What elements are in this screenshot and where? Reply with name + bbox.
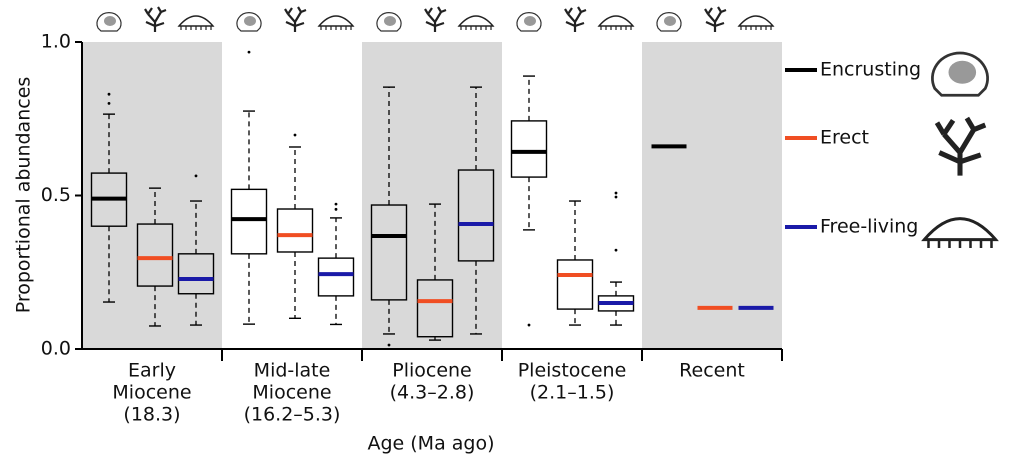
group-shade bbox=[362, 42, 502, 349]
box bbox=[556, 259, 594, 310]
icon-shape bbox=[424, 6, 447, 32]
box bbox=[317, 257, 355, 297]
x-tick-label: Recent bbox=[679, 360, 745, 382]
icon-shape bbox=[704, 6, 727, 32]
icon bbox=[317, 15, 355, 30]
outlier bbox=[293, 133, 297, 137]
icon-shape bbox=[564, 6, 587, 32]
icon bbox=[457, 15, 495, 30]
outlier bbox=[107, 92, 111, 96]
group-shade bbox=[642, 42, 782, 349]
icon bbox=[424, 6, 447, 32]
icon bbox=[934, 116, 987, 176]
icon-shape bbox=[597, 15, 635, 27]
icon bbox=[737, 15, 775, 30]
outlier bbox=[194, 174, 198, 178]
icon bbox=[704, 6, 727, 32]
icon-shape bbox=[384, 16, 396, 26]
outlier bbox=[107, 102, 111, 105]
icon-shape bbox=[460, 26, 492, 30]
outlier bbox=[614, 191, 618, 195]
legend-label: Erect bbox=[820, 127, 869, 149]
box bbox=[510, 120, 548, 178]
icon-shape bbox=[320, 26, 352, 30]
icon bbox=[656, 12, 682, 32]
x-tick-label: (4.3–2.8) bbox=[390, 382, 475, 404]
y-axis-label: Proportional abundances bbox=[13, 77, 35, 314]
icon bbox=[284, 6, 307, 32]
x-tick-label: Early bbox=[128, 360, 176, 382]
group-shade bbox=[82, 42, 222, 349]
legend-label: Encrusting bbox=[820, 59, 921, 81]
x-tick-label: Miocene bbox=[112, 382, 191, 404]
icon-shape bbox=[457, 15, 495, 27]
x-tick-label: Mid-late bbox=[254, 360, 331, 382]
icon-shape bbox=[317, 15, 355, 27]
icon-shape bbox=[144, 6, 167, 32]
x-tick-label: Miocene bbox=[252, 382, 331, 404]
icon-shape bbox=[177, 15, 215, 27]
icon bbox=[516, 12, 542, 32]
icon bbox=[236, 12, 262, 32]
outlier bbox=[247, 50, 251, 54]
icon bbox=[376, 12, 402, 32]
icon-shape bbox=[948, 60, 977, 84]
outlier bbox=[334, 202, 338, 206]
icon-shape bbox=[740, 26, 772, 30]
icon-shape bbox=[927, 239, 993, 248]
box bbox=[230, 188, 268, 255]
icon-shape bbox=[737, 15, 775, 27]
icon bbox=[931, 51, 989, 97]
icon bbox=[177, 15, 215, 30]
icon-shape bbox=[921, 217, 999, 242]
icon-shape bbox=[524, 16, 536, 26]
box bbox=[276, 208, 314, 253]
icon-shape bbox=[934, 116, 987, 176]
icon-shape bbox=[180, 26, 212, 30]
icon-shape bbox=[284, 6, 307, 32]
outlier bbox=[527, 323, 531, 327]
x-tick-label: (2.1–1.5) bbox=[530, 382, 615, 404]
outlier bbox=[387, 343, 391, 347]
x-axis-label: Age (Ma ago) bbox=[367, 433, 494, 455]
outlier bbox=[614, 248, 618, 252]
icon bbox=[597, 15, 635, 30]
outlier bbox=[614, 195, 618, 199]
icon-shape bbox=[600, 26, 632, 30]
icon-shape bbox=[244, 16, 256, 26]
x-tick-label: (16.2–5.3) bbox=[244, 404, 341, 426]
icon bbox=[96, 12, 122, 32]
legend-label: Free-living bbox=[820, 216, 918, 238]
x-tick-label: (18.3) bbox=[123, 404, 180, 426]
y-tick-label: 1.0 bbox=[41, 31, 71, 53]
icon-shape bbox=[664, 16, 676, 26]
y-tick-label: 0.5 bbox=[41, 184, 71, 206]
icon-shape bbox=[104, 16, 116, 26]
x-tick-label: Pliocene bbox=[392, 360, 472, 382]
y-tick-label: 0.0 bbox=[41, 338, 71, 360]
icon bbox=[921, 217, 999, 248]
x-tick-label: Pleistocene bbox=[518, 360, 627, 382]
icon bbox=[144, 6, 167, 32]
outlier bbox=[334, 207, 338, 211]
icon bbox=[564, 6, 587, 32]
